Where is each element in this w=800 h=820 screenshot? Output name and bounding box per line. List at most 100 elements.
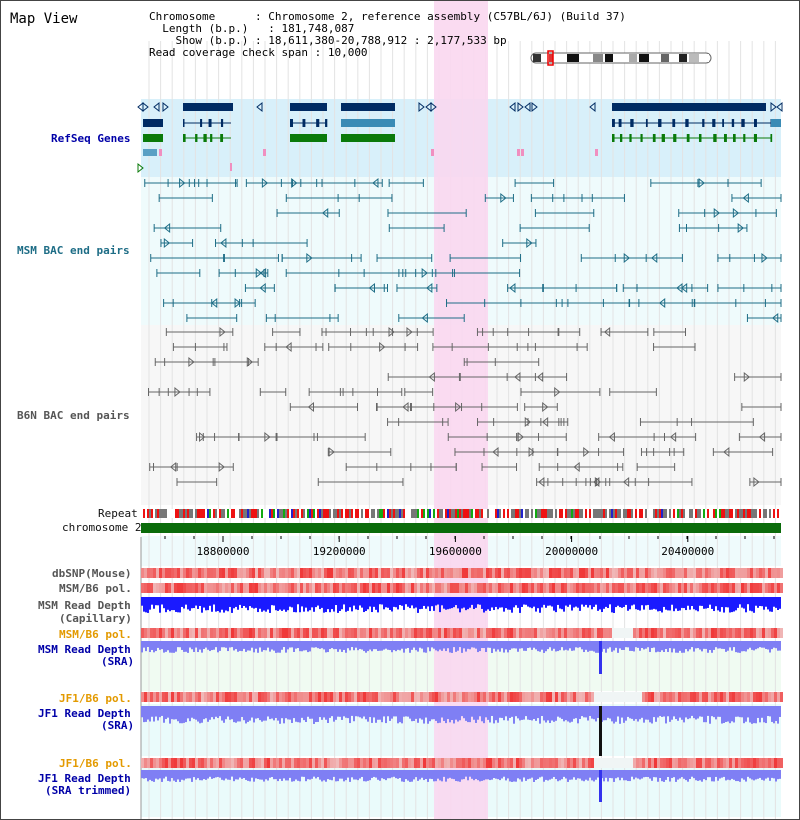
polymorphism-cell bbox=[330, 628, 333, 638]
msm-read-depth-sra-label[interactable]: MSM Read Depth bbox=[38, 643, 131, 656]
read-depth-bar bbox=[495, 597, 497, 607]
repeat-mark bbox=[151, 509, 153, 518]
strand-arrow bbox=[776, 101, 783, 113]
read-depth-bar bbox=[669, 706, 671, 722]
polymorphism-cell bbox=[699, 758, 702, 768]
polymorphism-cell bbox=[555, 758, 558, 768]
read-depth-bar bbox=[637, 597, 639, 610]
read-depth-bar bbox=[543, 706, 545, 721]
polymorphism-cell bbox=[642, 583, 645, 593]
polymorphism-cell bbox=[630, 692, 633, 702]
msm-bac-label[interactable]: MSM BAC end pairs bbox=[17, 244, 130, 257]
polymorphism-cell bbox=[423, 583, 426, 593]
read-depth-bar bbox=[401, 597, 403, 606]
polymorphism-cell bbox=[654, 692, 657, 702]
polymorphism-cell bbox=[273, 758, 276, 768]
polymorphism-cell bbox=[708, 758, 711, 768]
dbsnp-label[interactable]: dbSNP(Mouse) bbox=[52, 567, 132, 580]
polymorphism-cell bbox=[753, 568, 756, 578]
read-depth-bar bbox=[695, 706, 697, 720]
polymorphism-cell bbox=[780, 628, 783, 638]
repeat-mark bbox=[725, 509, 727, 518]
repeat-mark bbox=[753, 509, 755, 518]
polymorphism-cell bbox=[393, 628, 396, 638]
read-depth-bar bbox=[309, 597, 311, 611]
read-depth-bar bbox=[523, 706, 525, 720]
read-depth-bar bbox=[773, 641, 775, 648]
polymorphism-cell bbox=[465, 568, 468, 578]
gene-exon-block bbox=[612, 103, 766, 111]
jf1-b6-pol-trimmed-label[interactable]: JF1/B6 pol. bbox=[59, 757, 132, 770]
read-depth-bar bbox=[375, 641, 377, 650]
polymorphism-cell bbox=[324, 568, 327, 578]
read-depth-bar bbox=[403, 597, 405, 610]
read-depth-bar bbox=[257, 597, 259, 613]
polymorphism-cell bbox=[699, 628, 702, 638]
read-depth-bar bbox=[163, 641, 165, 653]
read-depth-bar bbox=[479, 706, 481, 717]
read-depth-bar bbox=[551, 706, 553, 721]
refseq-genes-label[interactable]: RefSeq Genes bbox=[51, 132, 131, 145]
polymorphism-cell bbox=[621, 568, 624, 578]
polymorphism-cell bbox=[210, 692, 213, 702]
read-depth-bar bbox=[325, 770, 327, 782]
repeat-mark bbox=[435, 509, 437, 518]
jf1-b6-pol-label[interactable]: JF1/B6 pol. bbox=[59, 692, 132, 705]
polymorphism-cell bbox=[384, 758, 387, 768]
read-depth-bar bbox=[255, 597, 257, 608]
polymorphism-cell bbox=[477, 568, 480, 578]
read-depth-bar bbox=[693, 706, 695, 719]
read-depth-bar bbox=[399, 641, 401, 651]
jf1-read-depth-trimmed-label[interactable]: JF1 Read Depth bbox=[38, 772, 131, 785]
polymorphism-cell bbox=[174, 583, 177, 593]
polymorphism-cell bbox=[336, 568, 339, 578]
read-depth-bar bbox=[219, 597, 221, 613]
polymorphism-cell bbox=[675, 758, 678, 768]
msm-b6-pol-label[interactable]: MSM/B6 pol. bbox=[59, 582, 132, 595]
polymorphism-cell bbox=[501, 758, 504, 768]
read-depth-bar bbox=[199, 641, 201, 650]
repeat-mark bbox=[295, 509, 297, 518]
read-depth-bar bbox=[373, 597, 375, 607]
read-depth-bar bbox=[157, 706, 159, 721]
polymorphism-cell bbox=[585, 583, 588, 593]
polymorphism-cell bbox=[540, 758, 543, 768]
msm-b6-pol-sra-label[interactable]: MSM/B6 pol. bbox=[59, 628, 132, 641]
read-depth-bar bbox=[627, 641, 629, 648]
read-depth-bar bbox=[649, 706, 651, 723]
polymorphism-cell bbox=[237, 758, 240, 768]
read-depth-bar bbox=[191, 770, 193, 782]
read-depth-bar bbox=[235, 597, 237, 607]
polymorphism-cell bbox=[675, 583, 678, 593]
repeat-mark bbox=[249, 509, 251, 518]
polymorphism-cell bbox=[399, 628, 402, 638]
polymorphism-cell bbox=[558, 628, 561, 638]
read-depth-bar bbox=[201, 770, 203, 781]
read-depth-bar bbox=[219, 641, 221, 651]
polymorphism-cell bbox=[297, 583, 300, 593]
ideogram-band bbox=[533, 54, 541, 62]
read-depth-bar bbox=[309, 770, 311, 780]
repeat-mark bbox=[679, 509, 681, 518]
read-depth-bar bbox=[499, 641, 501, 652]
read-depth-bar bbox=[405, 706, 407, 717]
read-depth-bar bbox=[615, 641, 617, 648]
polymorphism-cell bbox=[480, 583, 483, 593]
read-depth-bar bbox=[233, 706, 235, 723]
jf1-read-depth-sra-label[interactable]: JF1 Read Depth bbox=[38, 707, 131, 720]
msm-read-depth-capillary-label[interactable]: MSM Read Depth bbox=[38, 599, 131, 612]
read-depth-bar bbox=[775, 706, 777, 722]
read-depth-bar bbox=[231, 641, 233, 648]
read-depth-bar bbox=[533, 641, 535, 648]
repeat-mark bbox=[511, 509, 513, 518]
b6n-bac-label[interactable]: B6N BAC end pairs bbox=[17, 409, 130, 422]
polymorphism-cell bbox=[381, 583, 384, 593]
read-depth-bar bbox=[339, 641, 341, 650]
read-depth-bar bbox=[733, 706, 735, 723]
polymorphism-cell bbox=[198, 758, 201, 768]
read-depth-bar bbox=[655, 641, 657, 653]
polymorphism-cell bbox=[147, 583, 150, 593]
read-depth-bar bbox=[571, 641, 573, 651]
